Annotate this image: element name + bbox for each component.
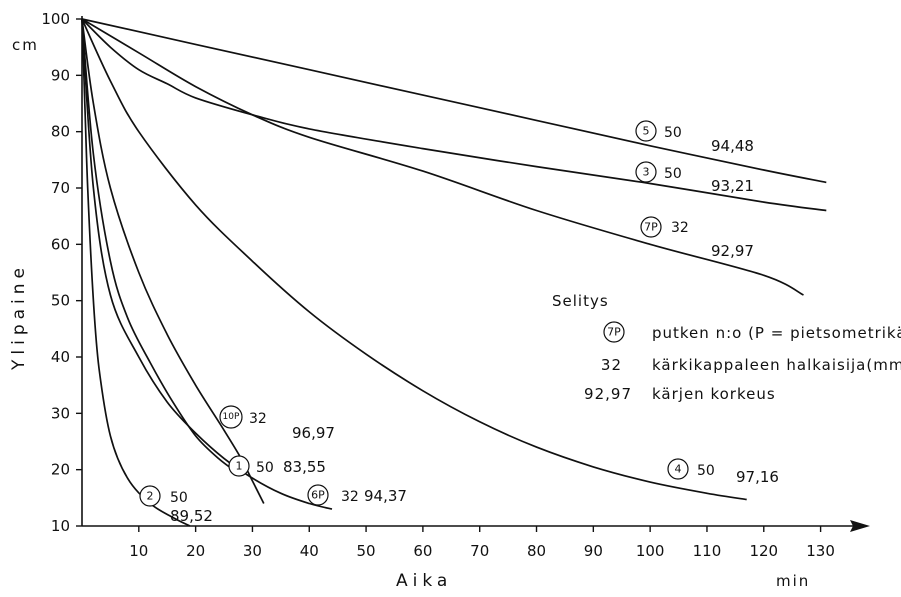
y-tick-label-30: 30 [51,404,70,422]
legend-elevation-symbol: 92,97 [584,385,632,403]
y-axis-title: Ylipaine [9,263,29,371]
x-tick-label-40: 40 [300,542,319,560]
curve-7p-elevation: 92,97 [711,242,754,260]
curve-labels: 5 50 94,48 3 50 93,21 7P 32 92,97 4 50 97,16 10P 32 96… [139,120,779,525]
x-tick-label-30: 30 [243,542,262,560]
curve-3-elevation: 93,21 [711,177,754,195]
curve-7p-diameter: 32 [671,220,689,236]
curve-5-marker-text: 5 [643,125,650,138]
legend-row-elevation: 92,97 kärjen korkeus [584,385,776,403]
x-axis-arrow [850,520,870,532]
curve-10p-marker-icon [219,405,243,429]
legend-tube-marker-text: 7P [607,326,621,339]
curve-5-diameter: 50 [664,125,682,141]
curve-5-marker-icon [635,120,657,142]
curve-1-elevation: 83,55 [283,458,326,476]
curve-1-marker-icon [228,455,250,477]
curve-6p-marker-text: 6P [311,489,325,502]
curve-10p-diameter: 32 [249,411,267,427]
curve-10p-marker-text: 10P [223,412,240,422]
curve-4-marker-icon [667,458,689,480]
legend-row-diameter: 32 kärkikappaleen halkaisija(mm) [601,356,901,374]
curve-1-marker-text: 1 [236,460,243,473]
curve-2 [81,18,191,527]
x-tick-label-20: 20 [186,542,205,560]
curve-2-marker-text: 2 [147,490,154,503]
curve-7p-marker-icon [640,216,662,238]
y-tick-label-50: 50 [51,292,70,310]
legend-tube-marker-icon [603,321,625,343]
x-tick-label-60: 60 [413,542,432,560]
x-tick-label-10: 10 [129,542,148,560]
legend-title: Selitys [552,292,609,310]
y-tick-label-20: 20 [51,461,70,479]
curve-6p-marker-icon [307,484,329,506]
curve-2-diameter: 50 [170,490,188,506]
curve-6p-diameter: 32 [341,489,359,505]
x-tick-label-70: 70 [470,542,489,560]
curve-3 [81,18,827,212]
x-tick-label-130: 130 [806,542,835,560]
x-tick-label-80: 80 [527,542,546,560]
x-tick-label-90: 90 [584,542,603,560]
curve-7p-marker-text: 7P [644,221,658,234]
curve-2-marker-icon [139,485,161,507]
x-unit-label: min [776,572,810,590]
curve-1 [81,18,242,476]
curve-1-diameter: 50 [256,460,274,476]
ticks: 10 20 30 40 50 60 70 80 90 100 110 120 130 10 20 30 40 50… [41,10,835,560]
curve-3-marker-text: 3 [643,166,650,179]
curve-2-elevation: 89,52 [170,507,213,525]
x-tick-label-100: 100 [636,542,665,560]
curves [81,18,827,527]
curve-4-marker-text: 4 [675,463,682,476]
y-tick-label-80: 80 [51,123,70,141]
y-tick-label-40: 40 [51,348,70,366]
curve-6p [81,18,333,510]
y-tick-label-90: 90 [51,66,70,84]
curve-5 [81,18,827,184]
curve-5-elevation: 94,48 [711,137,754,155]
x-axis-title: Aika [396,571,452,591]
y-unit-label: cm [12,36,39,54]
axes [81,16,870,532]
y-tick-label-70: 70 [51,179,70,197]
legend-tube-text: putken n:o (P = pietsometrikärki) [652,324,901,342]
curve-6p-elevation: 94,37 [364,487,407,505]
legend-elevation-text: kärjen korkeus [652,385,776,403]
curve-7p [81,18,804,296]
curve-4 [81,18,747,501]
curve-4-diameter: 50 [697,463,715,479]
x-tick-label-50: 50 [357,542,376,560]
y-tick-label-10: 10 [51,517,70,535]
legend: Selitys 7P putken n:o (P = pietsometrikä… [552,292,901,403]
x-tick-label-120: 120 [749,542,778,560]
curve-4-elevation: 97,16 [736,468,779,486]
curve-3-marker-icon [635,161,657,183]
legend-row-tube: 7P putken n:o (P = pietsometrikärki) [603,321,901,343]
x-tick-label-110: 110 [693,542,722,560]
curve-10p-elevation: 96,97 [292,424,335,442]
legend-diameter-text: kärkikappaleen halkaisija(mm) [652,356,901,374]
curve-3-diameter: 50 [664,166,682,182]
y-tick-label-100: 100 [41,10,70,28]
legend-diameter-symbol: 32 [601,356,622,374]
y-tick-label-60: 60 [51,235,70,253]
